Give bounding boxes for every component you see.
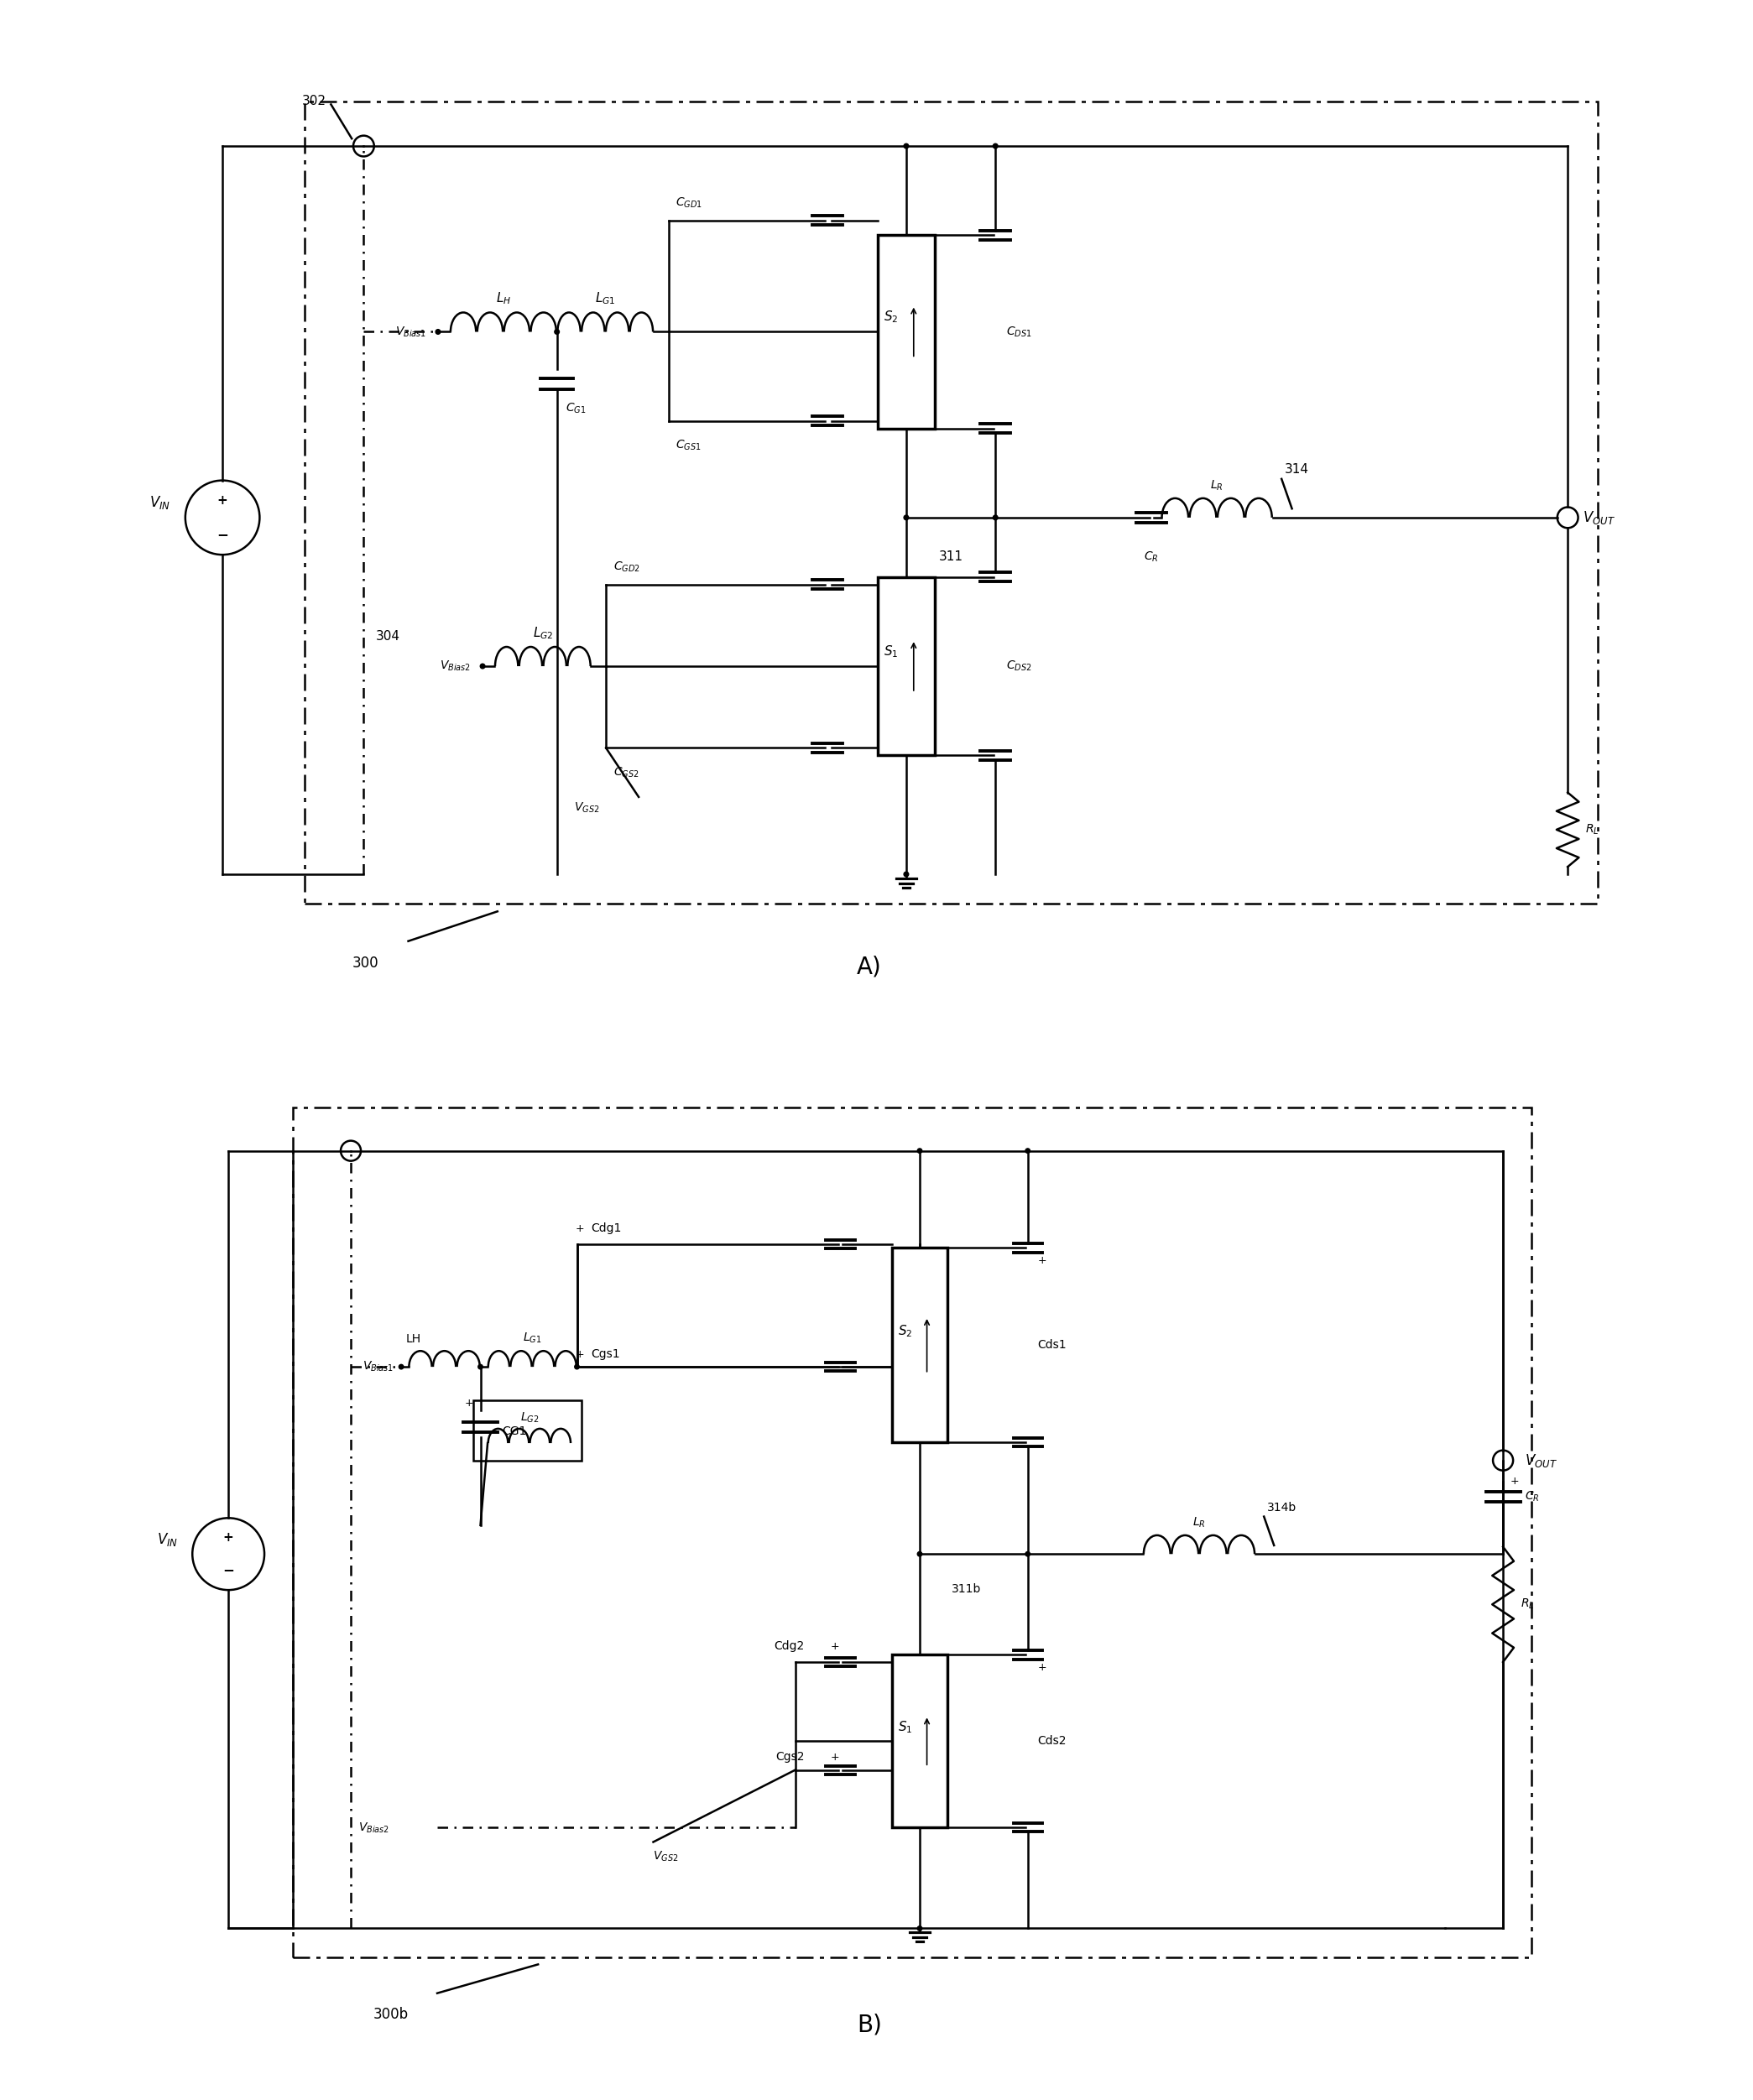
Text: +: + — [465, 1396, 473, 1409]
Circle shape — [992, 514, 997, 521]
Text: $R_L$: $R_L$ — [1585, 823, 1599, 836]
Circle shape — [905, 514, 908, 521]
Text: $V_{Bias1}$: $V_{Bias1}$ — [363, 1361, 394, 1373]
Text: Cgs2: Cgs2 — [775, 1751, 805, 1762]
Text: +: + — [217, 496, 228, 506]
Text: $C_{GS2}$: $C_{GS2}$ — [614, 766, 640, 779]
Text: $C_{DS2}$: $C_{DS2}$ — [1006, 659, 1031, 674]
Text: $C_{GS1}$: $C_{GS1}$ — [677, 439, 701, 454]
Text: Cgs1: Cgs1 — [591, 1348, 621, 1359]
Text: $L_H$: $L_H$ — [496, 290, 512, 307]
Bar — [473, 1401, 582, 1460]
Text: $V_{GS2}$: $V_{GS2}$ — [654, 1850, 678, 1863]
Text: $V_{IN}$: $V_{IN}$ — [149, 493, 170, 510]
Text: $C_{GD2}$: $C_{GD2}$ — [614, 561, 640, 573]
Text: $C_R$: $C_R$ — [1145, 550, 1159, 565]
Circle shape — [1026, 1552, 1031, 1556]
Text: 304: 304 — [375, 630, 400, 643]
Text: Cdg2: Cdg2 — [775, 1640, 805, 1653]
Text: $R_L$: $R_L$ — [1520, 1598, 1534, 1611]
Bar — [892, 1655, 947, 1827]
Text: B): B) — [857, 2014, 882, 2037]
Text: 314b: 314b — [1267, 1502, 1297, 1514]
Circle shape — [905, 143, 908, 149]
Circle shape — [1026, 1149, 1031, 1153]
Text: 300b: 300b — [373, 2008, 408, 2022]
Circle shape — [575, 1365, 578, 1369]
Circle shape — [917, 1149, 922, 1153]
Text: $L_{G2}$: $L_{G2}$ — [521, 1411, 538, 1424]
Text: +: + — [223, 1531, 233, 1544]
Text: $V_{IN}$: $V_{IN}$ — [156, 1531, 179, 1548]
Text: $V_{OUT}$: $V_{OUT}$ — [1583, 508, 1615, 525]
Text: −: − — [217, 527, 228, 542]
Text: $V_{Bias2}$: $V_{Bias2}$ — [440, 659, 472, 674]
Text: Cds1: Cds1 — [1038, 1340, 1068, 1350]
Circle shape — [992, 143, 997, 149]
Circle shape — [400, 1365, 403, 1369]
Text: $L_{G1}$: $L_{G1}$ — [522, 1331, 542, 1346]
Circle shape — [479, 1365, 482, 1369]
Text: $V_{OUT}$: $V_{OUT}$ — [1525, 1451, 1557, 1468]
Text: +: + — [1038, 1256, 1047, 1266]
Text: $L_{G1}$: $L_{G1}$ — [594, 290, 615, 307]
Text: +: + — [1511, 1476, 1520, 1487]
Bar — [878, 578, 934, 756]
Circle shape — [554, 330, 559, 334]
Text: $V_{Bias2}$: $V_{Bias2}$ — [358, 1821, 389, 1835]
Text: −: − — [223, 1562, 235, 1577]
Text: $L_R$: $L_R$ — [1210, 479, 1224, 491]
Text: CG1: CG1 — [501, 1426, 526, 1438]
Bar — [878, 235, 934, 428]
Text: +: + — [831, 1640, 840, 1653]
Text: 314: 314 — [1285, 464, 1309, 477]
Text: $V_{Bias1}$: $V_{Bias1}$ — [394, 325, 426, 338]
Text: $S_1$: $S_1$ — [884, 643, 899, 659]
Text: $C_{GD1}$: $C_{GD1}$ — [677, 195, 703, 210]
Text: Cds2: Cds2 — [1038, 1735, 1068, 1747]
Circle shape — [917, 1926, 922, 1930]
Circle shape — [480, 664, 486, 668]
Text: $L_R$: $L_R$ — [1192, 1516, 1206, 1529]
Text: $V_{GS2}$: $V_{GS2}$ — [573, 800, 600, 815]
Text: +: + — [831, 1751, 840, 1762]
Text: 300: 300 — [352, 956, 379, 970]
Circle shape — [435, 330, 440, 334]
Circle shape — [905, 871, 908, 876]
Bar — [293, 1107, 1532, 1957]
Text: $C_R$: $C_R$ — [1525, 1489, 1539, 1504]
Circle shape — [917, 1552, 922, 1556]
Text: 311b: 311b — [952, 1583, 982, 1594]
Text: $S_2$: $S_2$ — [884, 309, 899, 325]
Text: $L_{G2}$: $L_{G2}$ — [533, 626, 552, 640]
Text: 311: 311 — [940, 550, 962, 563]
Text: $C_{DS1}$: $C_{DS1}$ — [1006, 325, 1031, 338]
Text: +: + — [1038, 1661, 1047, 1674]
Text: $S_2$: $S_2$ — [898, 1323, 913, 1338]
Text: $S_1$: $S_1$ — [898, 1720, 913, 1735]
Text: 302: 302 — [302, 94, 326, 107]
Text: +: + — [575, 1348, 584, 1359]
Text: Cdg1: Cdg1 — [591, 1222, 622, 1235]
Bar — [305, 101, 1597, 903]
Text: LH: LH — [405, 1334, 421, 1346]
Text: +: + — [575, 1224, 584, 1235]
Text: $C_{G1}$: $C_{G1}$ — [566, 401, 586, 416]
Bar — [892, 1247, 947, 1443]
Text: A): A) — [857, 956, 882, 979]
